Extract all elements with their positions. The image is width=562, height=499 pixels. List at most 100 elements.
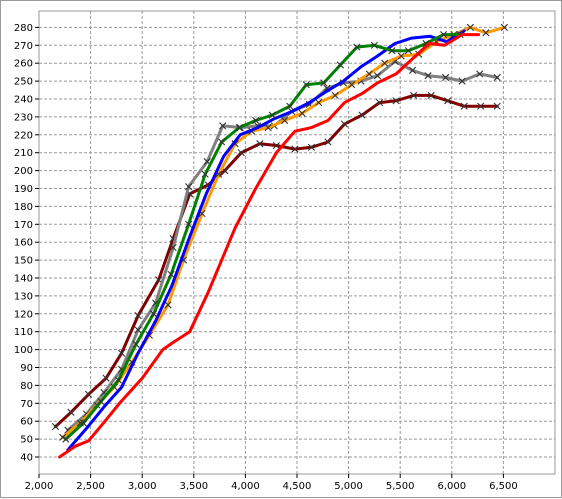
data-point-marker [237,149,245,157]
data-point-marker [477,102,485,110]
data-point-marker [373,72,382,80]
data-point-marker [336,61,344,69]
data-point-marker [348,81,356,89]
data-point-marker [324,138,332,146]
data-point-marker [466,23,474,31]
data-point-marker [370,41,378,49]
y-tick-label: 170 [14,220,33,231]
y-tick-label: 140 [14,274,33,285]
data-point-marker [256,140,264,148]
data-point-marker [482,29,490,37]
x-axis-ticks: 2,000 2,500 3,000 3,500 4,000 4,500 5,000 5,500… [25,474,518,492]
data-point-marker [134,326,142,334]
y-tick-label: 150 [14,256,33,267]
y-tick-label: 250 [14,77,33,88]
data-point-marker [340,120,349,128]
series-group [51,23,509,459]
data-point-marker [365,70,373,78]
y-tick-label: 200 [14,166,33,177]
data-point-marker [264,124,272,132]
y-tick-label: 240 [14,95,33,106]
data-point-marker [291,145,299,153]
data-point-marker [424,72,432,80]
data-point-marker [218,138,226,146]
data-point-marker [219,122,227,130]
x-tick-label: 3,000 [128,481,157,492]
x-tick-label: 3,500 [179,481,208,492]
y-tick-label: 280 [14,23,33,34]
data-point-marker [353,43,361,51]
data-point-marker [427,91,435,100]
data-point-marker [408,66,417,74]
data-point-marker [117,349,126,357]
y-tick-label: 230 [14,112,33,123]
x-tick-label: 6,000 [437,481,466,492]
y-tick-label: 130 [14,291,33,302]
data-point-marker [281,116,289,125]
x-tick-label: 2,000 [25,481,54,492]
y-tick-label: 60 [20,417,33,428]
data-point-marker [235,124,243,132]
data-point-marker [397,52,405,60]
x-tick-label: 2,500 [76,481,105,492]
y-tick-label: 220 [14,130,33,141]
data-point-marker [460,102,468,110]
data-point-marker [388,47,396,55]
data-point-marker [164,301,172,309]
y-tick-label: 70 [20,399,33,410]
data-point-marker [62,435,70,443]
y-tick-label: 50 [20,435,33,446]
y-tick-label: 80 [20,381,33,392]
y-tick-label: 260 [14,59,33,70]
data-point-marker [493,73,501,82]
x-tick-label: 4,000 [231,481,260,492]
data-point-marker [185,183,193,191]
data-point-marker [102,374,110,382]
y-tick-label: 90 [20,363,33,374]
data-point-marker [375,98,384,107]
y-tick-label: 190 [14,184,33,195]
data-point-marker [476,70,484,78]
data-point-marker [185,220,193,228]
data-point-marker [493,102,501,110]
data-point-marker [114,376,123,384]
y-tick-label: 180 [14,202,33,213]
data-point-marker [132,340,140,348]
data-point-marker [315,98,323,107]
y-tick-label: 110 [14,327,33,338]
series-4 [66,29,466,452]
data-point-marker [84,390,93,398]
series-line [64,33,462,441]
series-1 [51,91,501,431]
data-point-marker [381,59,389,67]
data-point-marker [167,270,175,279]
data-point-marker [320,79,328,87]
data-point-marker [392,97,400,105]
data-point-marker [272,141,280,150]
series-5 [62,30,464,443]
data-point-marker [302,81,310,89]
y-tick-label: 160 [14,238,33,249]
data-point-marker [331,91,339,100]
data-point-marker [500,23,509,31]
data-point-marker [169,243,177,252]
data-point-marker [439,30,448,39]
data-point-marker [79,419,87,427]
y-tick-label: 210 [14,148,33,159]
y-tick-label: 120 [14,309,33,320]
data-point-marker [307,143,316,151]
series-6 [58,33,481,459]
data-point-marker [268,111,276,119]
x-tick-label: 4,500 [283,481,312,492]
data-point-marker [444,97,452,105]
data-point-marker [201,170,209,178]
x-tick-label: 5,500 [386,481,415,492]
data-point-marker [97,397,105,406]
x-tick-label: 5,000 [334,481,363,492]
data-point-marker [358,111,366,119]
data-point-marker [51,422,60,431]
x-tick-label: 6,500 [489,481,518,492]
y-tick-label: 270 [14,41,33,52]
